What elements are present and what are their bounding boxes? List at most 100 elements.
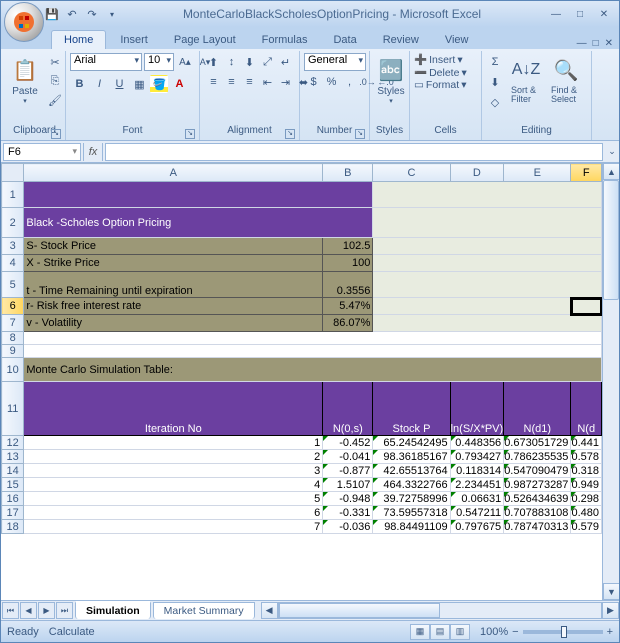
hscroll-thumb[interactable] — [279, 603, 440, 618]
clear-icon[interactable]: ◇ — [486, 93, 504, 111]
worksheet-grid[interactable]: ABCDEF12Black -Scholes Option Pricing3S-… — [1, 163, 602, 600]
bold-button[interactable]: B — [70, 75, 88, 93]
row-header-5[interactable]: 5 — [2, 272, 24, 298]
row-header-4[interactable]: 4 — [2, 255, 24, 272]
format-cells-button[interactable]: ▭Format ▾ — [414, 79, 466, 91]
cut-icon[interactable]: ✂ — [46, 53, 64, 71]
vertical-scrollbar[interactable]: ▲ ▼ — [602, 163, 619, 600]
col-header-A[interactable]: A — [24, 164, 323, 182]
paste-button[interactable]: 📋 Paste ▾ — [8, 53, 42, 108]
doc-minimize-button[interactable]: — — [577, 38, 587, 49]
page-break-view-icon[interactable]: ▥ — [450, 624, 470, 640]
tab-data[interactable]: Data — [321, 31, 368, 49]
row-header-6[interactable]: 6 — [2, 298, 24, 315]
row-header-10[interactable]: 10 — [2, 358, 24, 382]
percent-icon[interactable]: % — [322, 73, 340, 91]
orientation-icon[interactable]: ⤢ — [258, 53, 276, 71]
sort-filter-button[interactable]: A↓Z Sort & Filter — [508, 53, 544, 107]
normal-view-icon[interactable]: ▦ — [410, 624, 430, 640]
grow-font-icon[interactable]: A▴ — [176, 53, 194, 71]
align-center-icon[interactable]: ≡ — [222, 73, 240, 91]
redo-icon[interactable]: ↷ — [85, 7, 99, 21]
delete-cells-button[interactable]: ➖Delete ▾ — [414, 66, 467, 79]
tab-home[interactable]: Home — [51, 30, 106, 49]
tab-review[interactable]: Review — [371, 31, 431, 49]
office-button[interactable] — [4, 2, 44, 42]
tab-view[interactable]: View — [433, 31, 481, 49]
scroll-up-icon[interactable]: ▲ — [603, 163, 619, 180]
autosum-icon[interactable]: Σ — [486, 53, 504, 71]
border-button[interactable]: ▦ — [130, 75, 148, 93]
row-header-3[interactable]: 3 — [2, 238, 24, 255]
tab-nav-prev[interactable]: ◀ — [20, 602, 37, 619]
col-header-B[interactable]: B — [323, 164, 373, 182]
styles-button[interactable]: 🔤 Styles ▾ — [374, 53, 408, 108]
tab-formulas[interactable]: Formulas — [250, 31, 320, 49]
font-size-combo[interactable]: 10 — [144, 53, 174, 71]
align-right-icon[interactable]: ≡ — [240, 73, 258, 91]
font-color-button[interactable]: A — [170, 75, 188, 93]
number-format-combo[interactable]: General — [304, 53, 366, 71]
row-header-12[interactable]: 12 — [2, 436, 24, 450]
zoom-in-icon[interactable]: + — [607, 626, 613, 638]
align-bottom-icon[interactable]: ⬇ — [240, 53, 258, 71]
name-box[interactable]: F6 — [3, 143, 81, 161]
expand-formula-icon[interactable]: ⌄ — [605, 146, 619, 157]
col-header-E[interactable]: E — [504, 164, 571, 182]
fill-color-button[interactable]: 🪣 — [150, 75, 168, 93]
format-painter-icon[interactable]: 🖌 — [46, 91, 64, 109]
font-name-combo[interactable]: Arial — [70, 53, 142, 71]
page-layout-view-icon[interactable]: ▤ — [430, 624, 450, 640]
tab-nav-first[interactable]: ⏮ — [2, 602, 19, 619]
alignment-launcher[interactable]: ↘ — [285, 129, 295, 139]
find-select-button[interactable]: 🔍 Find & Select — [548, 53, 584, 107]
doc-close-button[interactable]: ✕ — [605, 38, 613, 49]
insert-cells-button[interactable]: ➕Insert ▾ — [414, 53, 463, 66]
zoom-level[interactable]: 100% — [480, 626, 508, 638]
sheet-tab-market-summary[interactable]: Market Summary — [153, 602, 255, 619]
tab-page-layout[interactable]: Page Layout — [162, 31, 248, 49]
row-header-2[interactable]: 2 — [2, 208, 24, 238]
tab-nav-next[interactable]: ▶ — [38, 602, 55, 619]
font-launcher[interactable]: ↘ — [185, 129, 195, 139]
row-header-9[interactable]: 9 — [2, 345, 24, 358]
align-top-icon[interactable]: ⬆ — [204, 53, 222, 71]
fill-icon[interactable]: ⬇ — [486, 73, 504, 91]
number-launcher[interactable]: ↘ — [355, 129, 365, 139]
row-header-1[interactable]: 1 — [2, 182, 24, 208]
accounting-icon[interactable]: $ — [304, 73, 322, 91]
scroll-right-icon[interactable]: ▶ — [602, 602, 619, 619]
formula-input[interactable] — [105, 143, 603, 161]
paste-dropdown-icon[interactable]: ▾ — [23, 97, 27, 105]
align-middle-icon[interactable]: ↕ — [222, 53, 240, 71]
row-header-7[interactable]: 7 — [2, 315, 24, 332]
close-button[interactable]: ✕ — [593, 7, 615, 21]
sheet-tab-simulation[interactable]: Simulation — [75, 601, 151, 619]
align-left-icon[interactable]: ≡ — [204, 73, 222, 91]
col-header-C[interactable]: C — [373, 164, 450, 182]
col-header-F[interactable]: F — [571, 164, 602, 182]
scroll-left-icon[interactable]: ◀ — [261, 602, 278, 619]
fx-button[interactable]: fx — [83, 143, 103, 161]
col-header-D[interactable]: D — [450, 164, 504, 182]
italic-button[interactable]: I — [90, 75, 108, 93]
row-header-18[interactable]: 18 — [2, 520, 24, 534]
row-header-14[interactable]: 14 — [2, 464, 24, 478]
save-icon[interactable]: 💾 — [45, 7, 59, 21]
minimize-button[interactable]: — — [545, 7, 567, 21]
copy-icon[interactable]: ⎘ — [46, 72, 64, 90]
tab-insert[interactable]: Insert — [108, 31, 160, 49]
horizontal-scrollbar[interactable]: ◀ ▶ — [261, 602, 619, 619]
doc-restore-button[interactable]: □ — [593, 38, 599, 49]
zoom-slider[interactable] — [523, 630, 603, 634]
comma-icon[interactable]: , — [340, 73, 358, 91]
vscroll-thumb[interactable] — [603, 180, 619, 300]
decrease-indent-icon[interactable]: ⇤ — [258, 73, 276, 91]
row-header-11[interactable]: 11 — [2, 382, 24, 436]
row-header-17[interactable]: 17 — [2, 506, 24, 520]
row-header-13[interactable]: 13 — [2, 450, 24, 464]
tab-nav-last[interactable]: ⏭ — [56, 602, 73, 619]
qat-customize-icon[interactable]: ▾ — [105, 7, 119, 21]
clipboard-launcher[interactable]: ↘ — [51, 129, 61, 139]
maximize-button[interactable]: □ — [569, 7, 591, 21]
